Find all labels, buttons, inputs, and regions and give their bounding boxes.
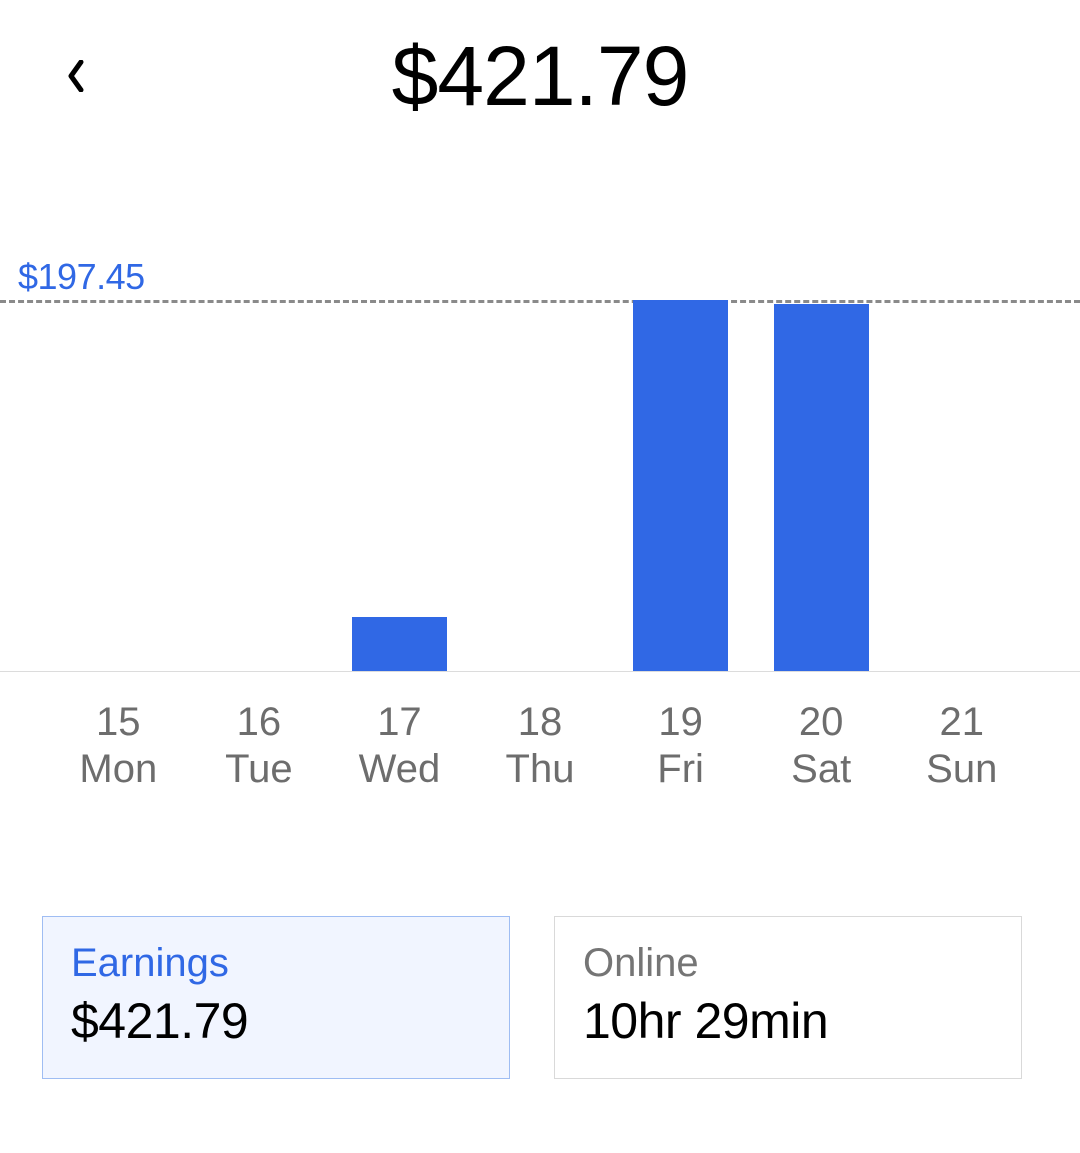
xaxis-tick: 19Fri xyxy=(610,700,751,792)
xaxis-weekday: Sat xyxy=(751,747,892,792)
xaxis-tick: 20Sat xyxy=(751,700,892,792)
earnings-card[interactable]: Earnings $421.79 xyxy=(42,916,510,1079)
bar xyxy=(633,300,728,672)
bar-day-19[interactable] xyxy=(610,300,751,672)
xaxis-tick: 21Sun xyxy=(891,700,1032,792)
chart-xaxis: 15Mon16Tue17Wed18Thu19Fri20Sat21Sun xyxy=(48,700,1032,792)
bar-day-17[interactable] xyxy=(329,300,470,672)
xaxis-weekday: Sun xyxy=(891,747,1032,792)
header-total: $421.79 xyxy=(0,28,1080,125)
yaxis-max-label: $197.45 xyxy=(18,256,145,298)
xaxis-tick: 17Wed xyxy=(329,700,470,792)
xaxis-weekday: Fri xyxy=(610,747,751,792)
xaxis-date: 18 xyxy=(470,700,611,745)
xaxis-date: 17 xyxy=(329,700,470,745)
online-card[interactable]: Online 10hr 29min xyxy=(554,916,1022,1079)
online-card-value: 10hr 29min xyxy=(583,992,993,1050)
earnings-card-label: Earnings xyxy=(71,941,481,986)
xaxis-date: 16 xyxy=(189,700,330,745)
chart-baseline xyxy=(0,671,1080,672)
xaxis-weekday: Wed xyxy=(329,747,470,792)
earnings-bar-chart[interactable]: $197.45 xyxy=(0,300,1080,672)
bar xyxy=(774,304,869,672)
earnings-card-value: $421.79 xyxy=(71,992,481,1050)
bar xyxy=(352,617,447,672)
xaxis-date: 19 xyxy=(610,700,751,745)
xaxis-date: 15 xyxy=(48,700,189,745)
bar-day-16[interactable] xyxy=(189,300,330,672)
xaxis-date: 20 xyxy=(751,700,892,745)
online-card-label: Online xyxy=(583,941,993,986)
xaxis-weekday: Mon xyxy=(48,747,189,792)
xaxis-tick: 18Thu xyxy=(470,700,611,792)
xaxis-date: 21 xyxy=(891,700,1032,745)
xaxis-weekday: Tue xyxy=(189,747,330,792)
bar-day-18[interactable] xyxy=(470,300,611,672)
bar-day-20[interactable] xyxy=(751,300,892,672)
xaxis-weekday: Thu xyxy=(470,747,611,792)
bar-day-15[interactable] xyxy=(48,300,189,672)
xaxis-tick: 15Mon xyxy=(48,700,189,792)
bar-day-21[interactable] xyxy=(891,300,1032,672)
xaxis-tick: 16Tue xyxy=(189,700,330,792)
